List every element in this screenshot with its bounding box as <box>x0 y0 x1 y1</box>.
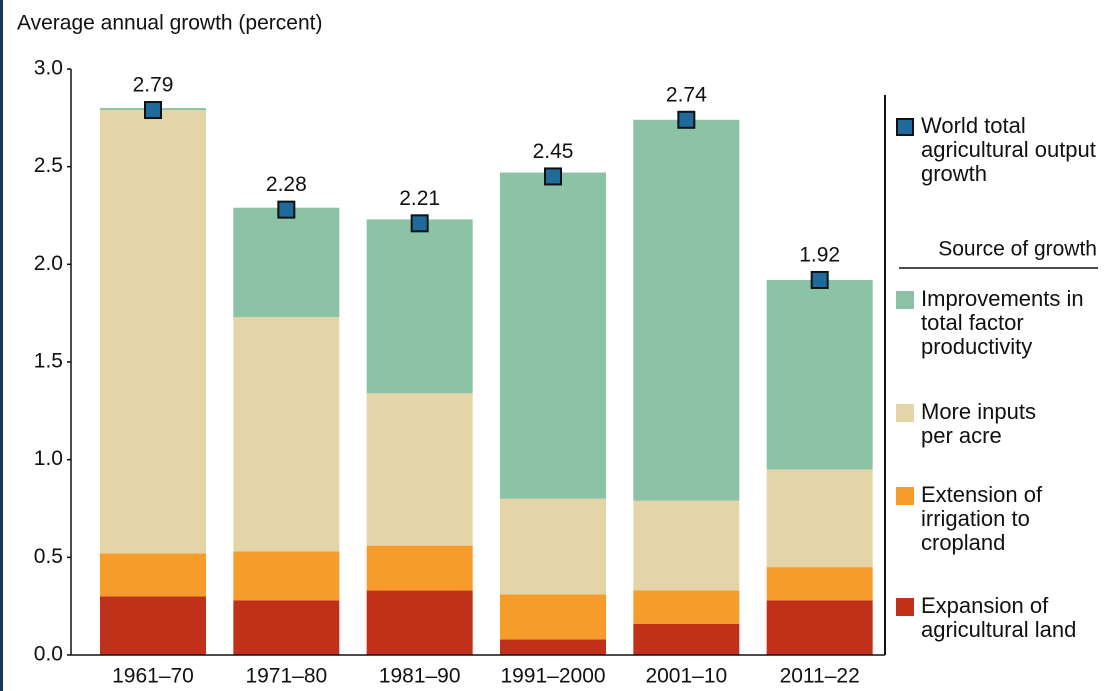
legend-label: Expansion of agricultural land <box>921 593 1077 642</box>
marker <box>810 270 829 289</box>
legend-title: Source of growth <box>938 238 1097 261</box>
legend-swatch <box>896 291 914 309</box>
bar-segment <box>100 110 206 554</box>
legend-label: More inputs per acre <box>921 399 1036 448</box>
y-tick-label: 3.0 <box>34 57 63 80</box>
bar-segment <box>366 590 473 655</box>
marker <box>677 110 696 129</box>
bar-segment <box>233 600 340 655</box>
chart: Average annual growth (percent) Source o… <box>17 12 1098 688</box>
y-tick-label: 0.0 <box>34 643 63 666</box>
y-tick-label: 2.5 <box>34 154 63 177</box>
legend-label: World total agricultural output growth <box>921 113 1096 186</box>
bar-segment <box>366 545 473 591</box>
bar-segment <box>100 553 206 597</box>
bar-segment <box>233 551 340 601</box>
value-label: 2.28 <box>266 173 307 196</box>
bar-segment <box>233 207 340 318</box>
y-tick-label: 0.5 <box>34 545 63 568</box>
bar-segment <box>233 317 340 552</box>
value-label: 2.74 <box>666 83 707 106</box>
bar-segment <box>766 279 873 470</box>
legend-swatch <box>896 404 914 422</box>
legend-label: Extension of irrigation to cropland <box>921 482 1043 555</box>
y-tick-label: 1.5 <box>34 350 63 373</box>
x-tick-label: 1971–80 <box>245 665 327 688</box>
bar-segment <box>633 119 740 501</box>
bar-segment <box>766 600 873 655</box>
legend-label: Improvements in total factor productivit… <box>921 286 1084 359</box>
bar-segment <box>766 567 873 601</box>
value-label: 1.92 <box>799 244 840 267</box>
bar-segment <box>500 172 606 499</box>
y-axis-title: Average annual growth (percent) <box>17 12 322 35</box>
y-tick-label: 2.0 <box>34 252 63 275</box>
bar-segment <box>500 639 606 655</box>
bar-segment <box>366 219 473 394</box>
value-label: 2.79 <box>133 74 174 97</box>
x-tick-label: 1991–2000 <box>500 665 605 688</box>
marker <box>277 200 296 219</box>
bar-segment <box>500 594 606 640</box>
bar-segment <box>366 393 473 546</box>
value-label: 2.45 <box>533 140 574 163</box>
bar-segment <box>766 469 873 568</box>
x-tick-label: 2011–22 <box>780 665 860 688</box>
legend-swatch <box>896 598 914 616</box>
marker <box>410 214 429 233</box>
marker <box>544 167 562 186</box>
x-tick-label: 1981–90 <box>379 665 461 688</box>
marker <box>144 101 162 120</box>
bar-segment <box>100 596 206 655</box>
legend-swatch <box>896 118 914 136</box>
bar-segment <box>500 498 606 595</box>
bar-segment <box>633 590 740 624</box>
legend-swatch <box>896 487 914 505</box>
bar-segment <box>633 500 740 591</box>
value-label: 2.21 <box>399 187 440 210</box>
x-tick-label: 2001–10 <box>645 665 727 688</box>
x-tick-label: 1961–70 <box>112 665 194 688</box>
y-tick-label: 1.0 <box>34 447 63 470</box>
bar-segment <box>633 623 740 655</box>
